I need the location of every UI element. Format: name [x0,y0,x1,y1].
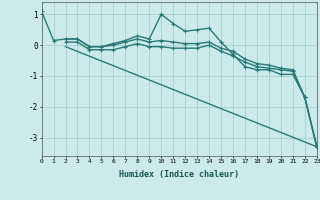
X-axis label: Humidex (Indice chaleur): Humidex (Indice chaleur) [119,170,239,179]
